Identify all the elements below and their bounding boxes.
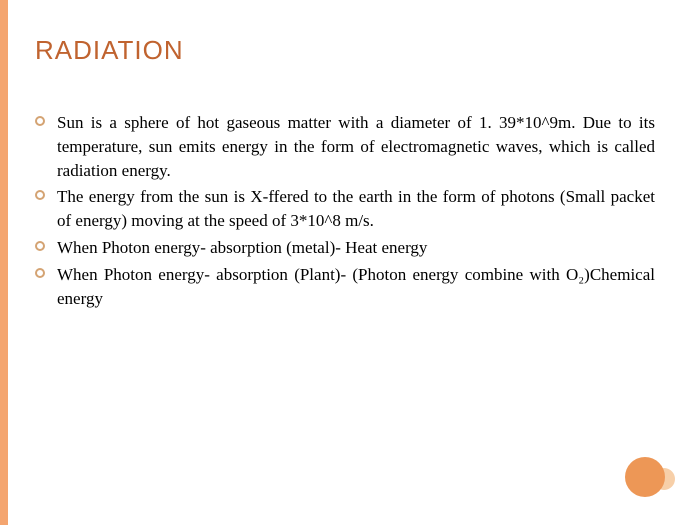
bullet-list: Sun is a sphere of hot gaseous matter wi… [35, 111, 655, 310]
bullet-text: When Photon energy- absorption (metal)- … [57, 238, 427, 257]
bullet-icon [35, 241, 45, 251]
decoration-circle [625, 457, 665, 497]
slide-content: RADIATION Sun is a sphere of hot gaseous… [0, 0, 700, 333]
list-item: When Photon energy- absorption (Plant)- … [35, 263, 655, 311]
left-accent-border [0, 0, 8, 525]
bullet-text: Sun is a sphere of hot gaseous matter wi… [57, 113, 655, 180]
bullet-icon [35, 268, 45, 278]
bullet-text: When Photon energy- absorption (Plant)- … [57, 265, 655, 308]
bullet-text: The energy from the sun is X-ffered to t… [57, 187, 655, 230]
bullet-icon [35, 190, 45, 200]
list-item: When Photon energy- absorption (metal)- … [35, 236, 655, 260]
list-item: The energy from the sun is X-ffered to t… [35, 185, 655, 233]
slide-title: RADIATION [35, 35, 655, 66]
list-item: Sun is a sphere of hot gaseous matter wi… [35, 111, 655, 182]
bullet-icon [35, 116, 45, 126]
